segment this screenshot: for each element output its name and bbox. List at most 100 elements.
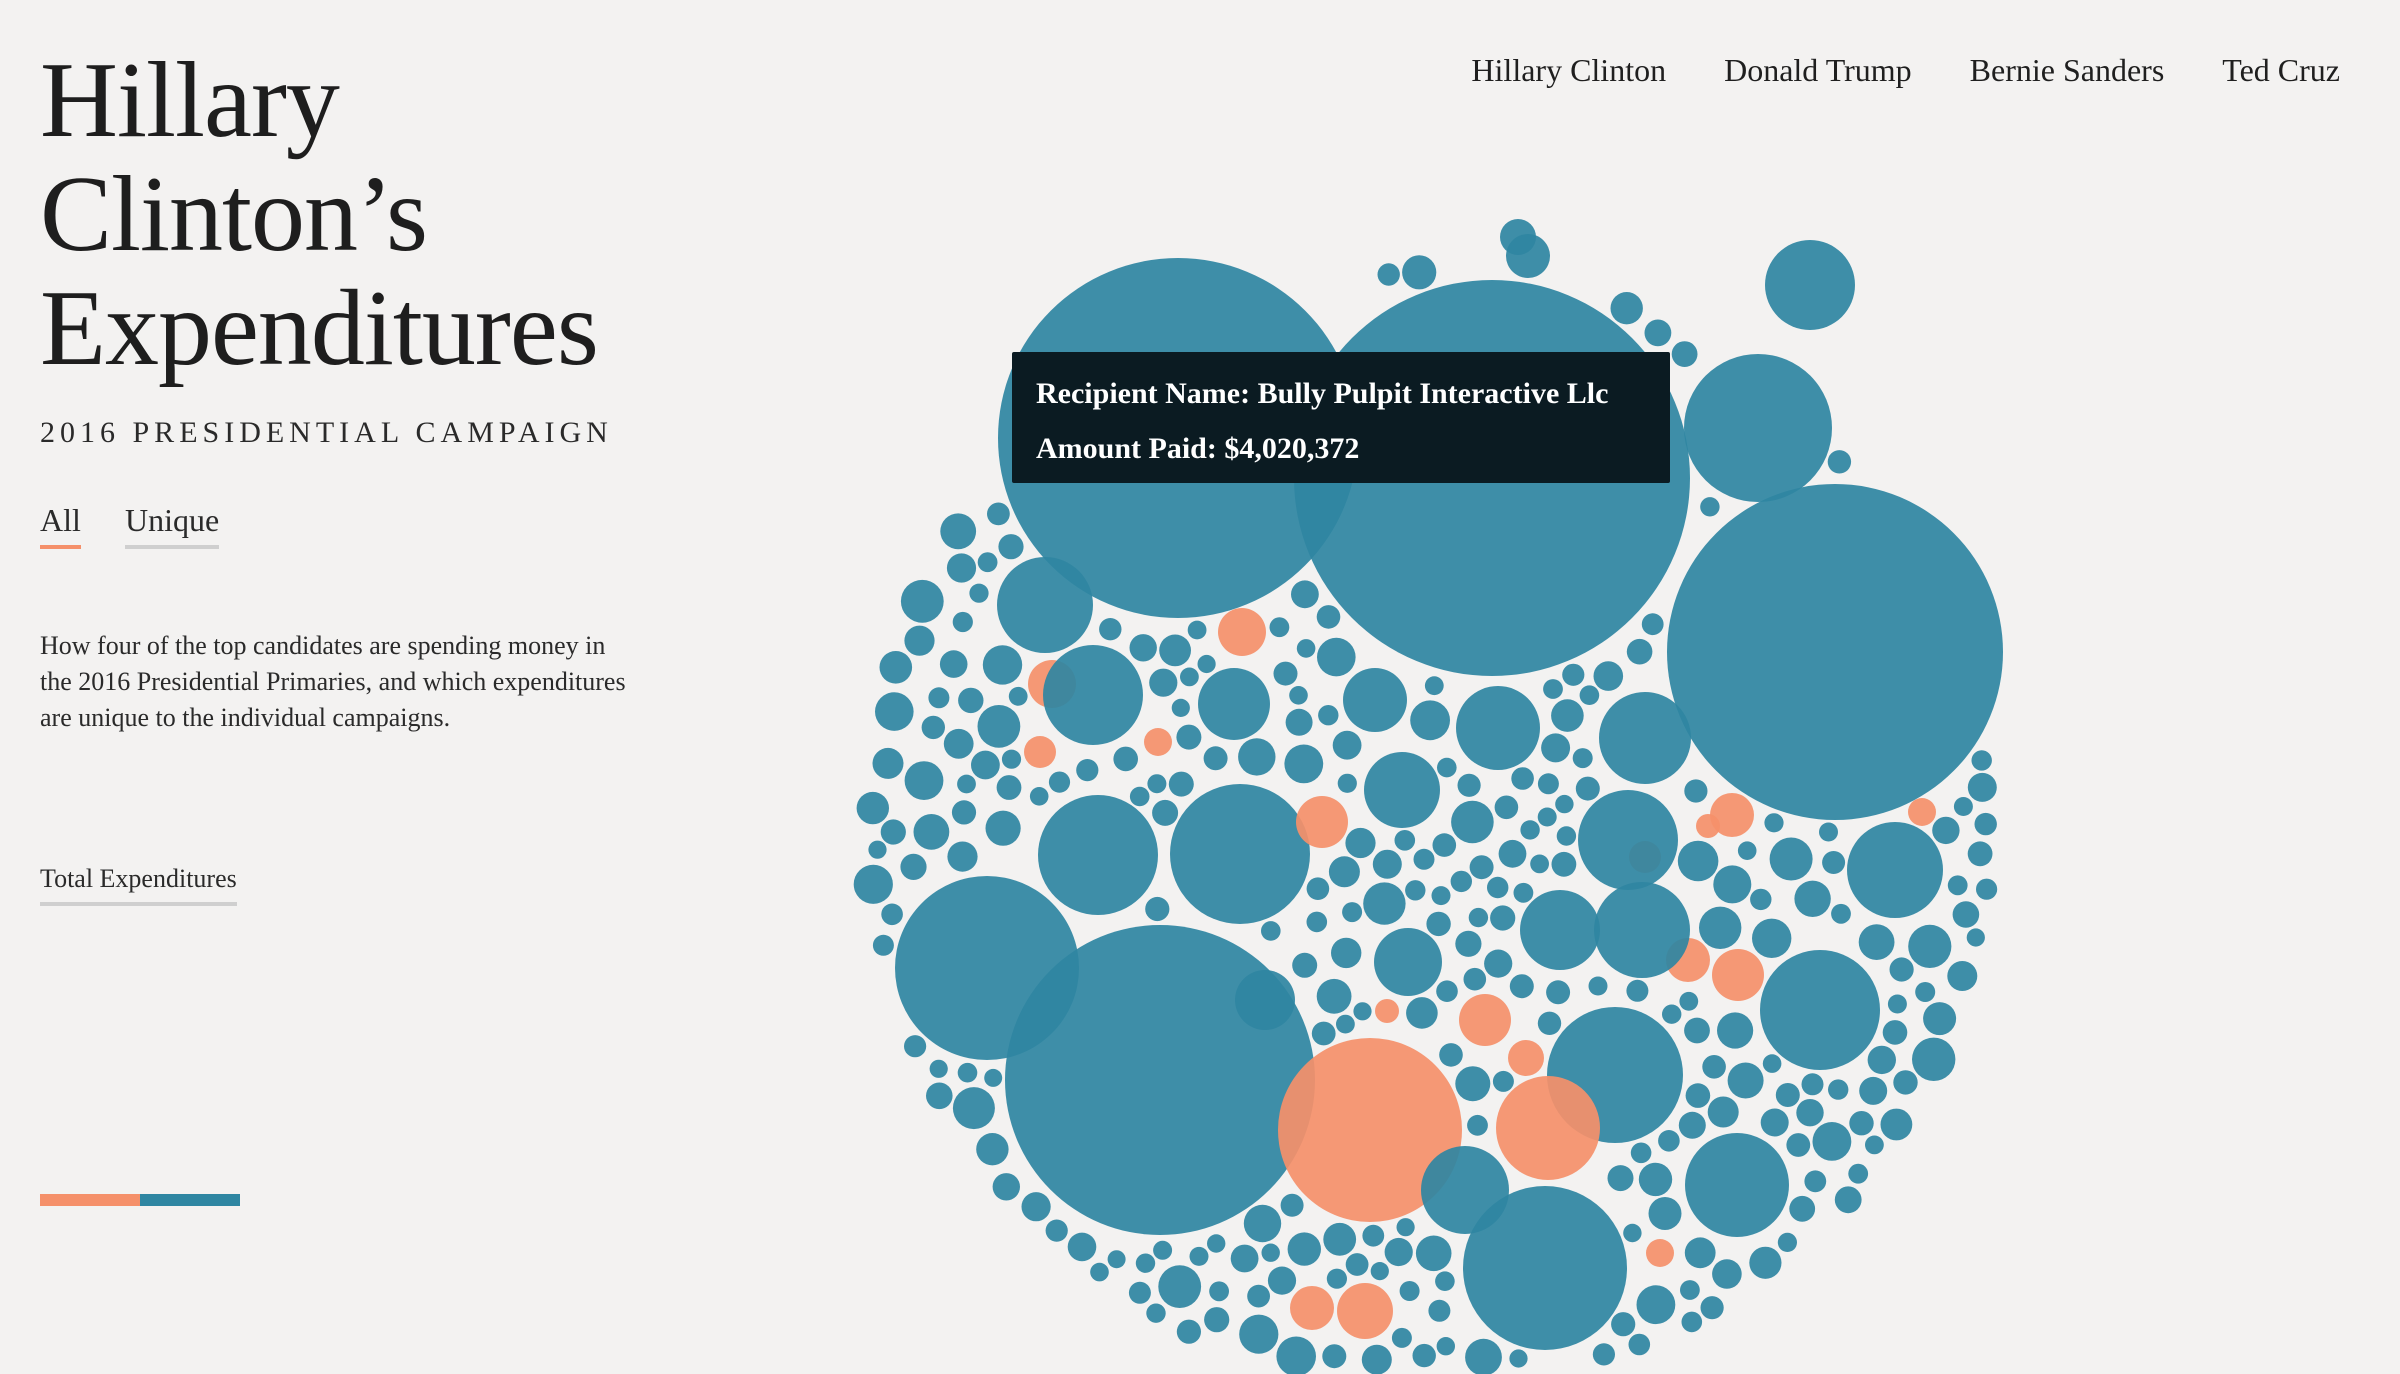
bubble[interactable]	[1484, 949, 1513, 978]
bubble[interactable]	[1292, 952, 1318, 978]
bubble[interactable]	[1328, 856, 1360, 888]
bubble[interactable]	[1520, 890, 1600, 970]
bubble[interactable]	[1316, 978, 1352, 1014]
bubble[interactable]	[1463, 1186, 1627, 1350]
bubble[interactable]	[1099, 618, 1122, 641]
bubble[interactable]	[1396, 1218, 1415, 1237]
bubble[interactable]	[1610, 292, 1643, 325]
bubble[interactable]	[1685, 1133, 1789, 1237]
bubble[interactable]	[951, 800, 977, 825]
bubble[interactable]	[1777, 1232, 1797, 1252]
bubble[interactable]	[1749, 1246, 1782, 1279]
bubble[interactable]	[1147, 774, 1167, 794]
bubble[interactable]	[913, 814, 950, 850]
bubble[interactable]	[1261, 921, 1281, 941]
bubble[interactable]	[1537, 773, 1559, 795]
bubble[interactable]	[1498, 839, 1527, 868]
bubble[interactable]	[1176, 724, 1202, 750]
bubble[interactable]	[1361, 1344, 1392, 1374]
bubble[interactable]	[904, 1035, 927, 1058]
bubble[interactable]	[1804, 1170, 1827, 1193]
bubble[interactable]	[1966, 928, 1985, 947]
bubble[interactable]	[984, 1068, 1003, 1087]
bubble[interactable]	[1699, 906, 1742, 949]
bubble[interactable]	[1882, 1020, 1908, 1045]
bubble[interactable]	[1762, 1054, 1782, 1073]
bubble[interactable]	[1337, 773, 1357, 793]
bubble[interactable]	[1760, 950, 1880, 1070]
bubble[interactable]	[1067, 1232, 1097, 1262]
bubble[interactable]	[1450, 870, 1473, 893]
bubble[interactable]	[1273, 661, 1298, 686]
bubble[interactable]	[1700, 497, 1720, 517]
bubble[interactable]	[1786, 1133, 1811, 1157]
bubble[interactable]	[1469, 855, 1494, 880]
bubble[interactable]	[1159, 634, 1191, 667]
bubble[interactable]	[977, 705, 1021, 748]
unique-bubble[interactable]	[1696, 814, 1720, 838]
bubble[interactable]	[1607, 1165, 1634, 1192]
bubble[interactable]	[1727, 1062, 1764, 1099]
bubble[interactable]	[1923, 1002, 1957, 1036]
bubble[interactable]	[1247, 1284, 1270, 1308]
bubble[interactable]	[1712, 1259, 1742, 1289]
bubble[interactable]	[1831, 903, 1851, 924]
bubble[interactable]	[1511, 767, 1534, 790]
bubble[interactable]	[1562, 663, 1585, 686]
bubble[interactable]	[1684, 354, 1832, 502]
bubble[interactable]	[1374, 928, 1442, 996]
bubble[interactable]	[1405, 880, 1426, 901]
bubble[interactable]	[1113, 746, 1138, 772]
bubble[interactable]	[985, 810, 1021, 846]
bubble[interactable]	[1509, 974, 1534, 999]
bubble[interactable]	[1197, 654, 1216, 674]
bubble[interactable]	[1372, 849, 1402, 879]
bubble[interactable]	[1168, 771, 1194, 797]
bubble[interactable]	[1171, 698, 1190, 718]
bubble[interactable]	[1537, 807, 1557, 827]
bubble[interactable]	[1455, 1066, 1491, 1102]
bubble[interactable]	[1129, 634, 1157, 662]
bubble[interactable]	[1628, 1333, 1651, 1356]
bubble[interactable]	[1391, 1327, 1412, 1348]
bubble[interactable]	[1276, 1336, 1316, 1374]
bubble[interactable]	[1306, 877, 1330, 900]
bubble[interactable]	[1426, 911, 1451, 937]
bubble[interactable]	[977, 552, 998, 573]
bubble[interactable]	[1680, 1280, 1700, 1300]
bubble[interactable]	[1269, 617, 1290, 638]
bubble[interactable]	[1457, 773, 1481, 797]
bubble[interactable]	[880, 819, 906, 845]
bubble[interactable]	[1638, 1162, 1673, 1197]
bubble[interactable]	[987, 502, 1010, 526]
bubble[interactable]	[1203, 746, 1228, 771]
bubble[interactable]	[1520, 820, 1540, 840]
bubble[interactable]	[1641, 613, 1664, 636]
bubble[interactable]	[1513, 882, 1534, 903]
bubble[interactable]	[1176, 1319, 1201, 1344]
nav-donald-trump[interactable]: Donald Trump	[1724, 52, 1912, 88]
bubble[interactable]	[976, 1133, 1009, 1166]
bubble[interactable]	[939, 650, 968, 678]
bubble[interactable]	[1152, 799, 1179, 826]
bubble[interactable]	[1311, 1021, 1336, 1046]
bubble[interactable]	[1644, 319, 1672, 347]
bubble[interactable]	[1789, 1195, 1816, 1222]
bubble[interactable]	[1204, 1307, 1230, 1333]
bubble[interactable]	[1345, 827, 1376, 859]
bubble[interactable]	[1752, 918, 1792, 958]
bubble[interactable]	[1291, 580, 1319, 609]
unique-bubble[interactable]	[1646, 1239, 1674, 1267]
bubble[interactable]	[1750, 888, 1772, 911]
bubble[interactable]	[1543, 679, 1563, 699]
bubble[interactable]	[1343, 668, 1407, 732]
unique-bubble[interactable]	[1508, 1040, 1544, 1076]
bubble[interactable]	[1684, 779, 1708, 803]
bubble[interactable]	[1377, 263, 1400, 286]
bubble[interactable]	[1362, 1224, 1385, 1247]
bubble[interactable]	[1243, 1204, 1282, 1243]
bubble[interactable]	[1090, 1262, 1109, 1282]
unique-bubble[interactable]	[1712, 949, 1764, 1001]
bubble[interactable]	[998, 534, 1024, 560]
bubble[interactable]	[1681, 1311, 1703, 1333]
